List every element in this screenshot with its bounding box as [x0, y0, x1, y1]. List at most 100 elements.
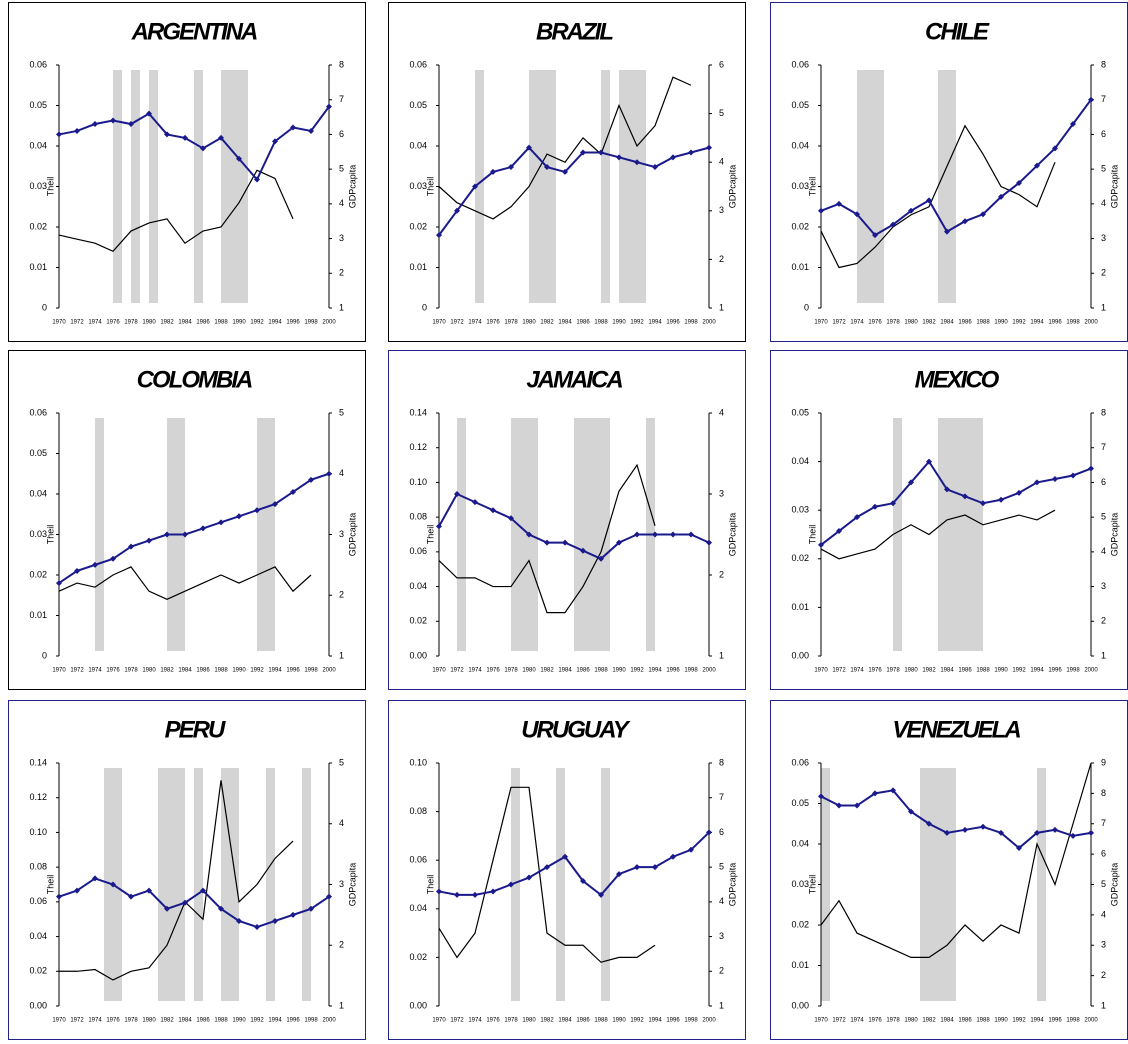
- x-tick-label: 1978: [886, 668, 900, 674]
- shaded-period: [257, 418, 275, 651]
- series-marker: [92, 121, 98, 128]
- series-marker: [544, 864, 550, 871]
- y2-axis-label: GDPcapita: [347, 165, 357, 209]
- y2-tick-label: 4: [339, 468, 344, 478]
- y2-tick-label: 5: [339, 407, 344, 417]
- series-line: [820, 762, 1092, 958]
- x-tick-label: 1970: [814, 1018, 828, 1024]
- x-tick-label: 1976: [868, 320, 882, 326]
- series-marker: [236, 155, 242, 162]
- series-marker: [436, 232, 442, 239]
- y2-axis-label: GDPcapita: [1109, 165, 1119, 209]
- series-marker: [472, 891, 478, 898]
- x-tick-label: 1992: [250, 1018, 264, 1024]
- y2-tick-label: 3: [719, 931, 724, 941]
- x-tick-label: 1998: [304, 320, 318, 326]
- y2-tick-label: 2: [1101, 970, 1106, 980]
- y-tick-label: 0.03: [791, 181, 809, 191]
- series-line: [58, 877, 330, 929]
- series-marker: [508, 164, 514, 171]
- y-tick-label: 0.02: [791, 919, 809, 929]
- y2-tick-label: 5: [339, 164, 344, 174]
- x-tick-label: 1970: [52, 668, 66, 674]
- series-marker: [944, 829, 950, 836]
- series-marker: [890, 221, 896, 228]
- x-tick-label: 1980: [142, 1018, 156, 1024]
- y2-axis-label: GDPcapita: [1109, 863, 1119, 907]
- series-marker: [56, 893, 62, 900]
- x-tick-label: 1980: [904, 320, 918, 326]
- series-line: [59, 780, 294, 981]
- shaded-period: [511, 418, 538, 651]
- series-marker: [1088, 96, 1094, 103]
- chart-panel: MEXICO 0.00 0.01 0.02 0.03 0.04 0.05 1 2 3 4 5 6 7 8 Th…: [770, 350, 1128, 690]
- x-tick-label: 1994: [268, 320, 282, 326]
- y2-tick-label: 5: [1101, 879, 1106, 889]
- x-tick-label: 1984: [558, 320, 572, 326]
- x-tick-label: 1974: [468, 1018, 482, 1024]
- series-marker: [272, 138, 278, 145]
- shaded-period: [938, 70, 956, 303]
- y-axis-label: Theil: [807, 875, 817, 895]
- x-tick-label: 1996: [1048, 1018, 1062, 1024]
- x-tick-label: 1998: [1066, 320, 1080, 326]
- y-tick-label: 0.06: [29, 59, 47, 69]
- y2-tick-label: 8: [1101, 59, 1106, 69]
- series-marker: [56, 131, 62, 138]
- y2-tick-label: 5: [1101, 512, 1106, 522]
- shaded-period: [221, 70, 248, 303]
- y-axis-label: Theil: [425, 525, 435, 545]
- series-marker: [562, 853, 568, 860]
- x-tick-label: 1978: [124, 320, 138, 326]
- chart-panel: VENEZUELA 0.00 0.01 0.02 0.03 0.04 0.05 0.06 1 2 3…: [770, 700, 1128, 1040]
- y2-tick-label: 3: [339, 233, 344, 243]
- x-tick-label: 1996: [286, 320, 300, 326]
- series-marker: [562, 539, 568, 546]
- series-marker: [236, 513, 242, 520]
- shaded-period: [95, 418, 104, 651]
- chart: CHILE 0 0.01 0.02 0.03 0.04 0.05 0.06 1 2 3 4 5 6 7 8 Th…: [791, 18, 1119, 326]
- series-marker: [688, 846, 694, 853]
- x-tick-label: 1982: [922, 668, 936, 674]
- x-tick-label: 1976: [106, 320, 120, 326]
- series-marker: [128, 543, 134, 550]
- x-tick-label: 1984: [558, 1018, 572, 1024]
- series-marker: [254, 176, 260, 183]
- x-tick-label: 1976: [486, 668, 500, 674]
- series-marker: [854, 211, 860, 218]
- x-tick-label: 1988: [594, 320, 608, 326]
- x-tick-label: 1998: [684, 320, 698, 326]
- shaded-period: [529, 70, 556, 303]
- x-tick-label: 1988: [214, 320, 228, 326]
- series-line: [438, 76, 692, 220]
- y-tick-label: 0.03: [29, 181, 47, 191]
- x-tick-label: 1996: [1048, 320, 1062, 326]
- chart-panel: JAMAICA 0.00 0.02 0.04 0.06 0.08 0.10 0.12 0.14 1…: [388, 350, 746, 690]
- chart: JAMAICA 0.00 0.02 0.04 0.06 0.08 0.10 0.12 0.14 1…: [409, 366, 737, 674]
- shaded-period: [821, 768, 830, 1001]
- y-tick-label: 0.01: [409, 262, 427, 272]
- chart-title: PERU: [165, 716, 226, 743]
- x-tick-label: 1974: [850, 320, 864, 326]
- series-marker: [1088, 829, 1094, 836]
- y-tick-label: 0.03: [791, 505, 809, 515]
- y-tick-label: 0.03: [409, 181, 427, 191]
- y2-tick-label: 2: [1101, 616, 1106, 626]
- y-tick-label: 0.00: [409, 650, 427, 660]
- y-tick-label: 0.06: [791, 59, 809, 69]
- series-marker: [92, 875, 98, 882]
- y2-tick-label: 4: [719, 896, 724, 906]
- series-marker: [1016, 489, 1022, 496]
- chart-title: CHILE: [925, 18, 990, 45]
- chart: MEXICO 0.00 0.01 0.02 0.03 0.04 0.05 1 2 3 4 5 6 7 8 Th…: [791, 366, 1119, 674]
- y2-tick-label: 2: [339, 590, 344, 600]
- x-tick-label: 1980: [904, 668, 918, 674]
- series-marker: [1034, 829, 1040, 836]
- series-marker: [236, 917, 242, 924]
- x-tick-label: 1976: [106, 1018, 120, 1024]
- x-tick-label: 1992: [630, 320, 644, 326]
- y-tick-label: 0.05: [791, 407, 809, 417]
- series-marker: [128, 121, 134, 128]
- y-tick-label: 0.04: [29, 931, 47, 941]
- x-tick-label: 1994: [1030, 1018, 1044, 1024]
